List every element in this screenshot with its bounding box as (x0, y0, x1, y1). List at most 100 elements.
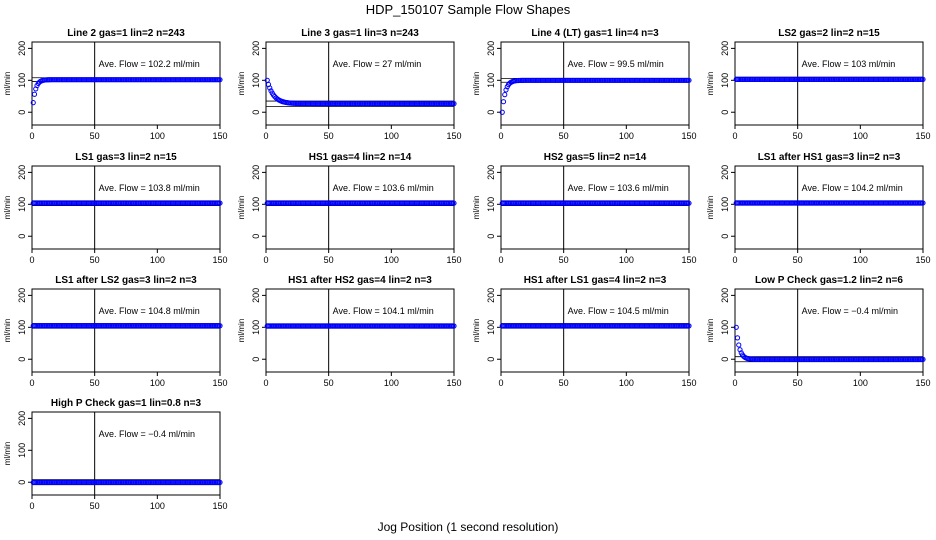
y-tick-label: 0 (720, 234, 730, 239)
x-tick-label: 100 (619, 378, 634, 388)
average-flow-annotation: Ave. Flow = 103 ml/min (802, 59, 896, 69)
panel-8: LS1 after HS1 gas=3 lin=2 n=3 0 50 100 150 0 1… (706, 152, 931, 265)
x-tick-label: 50 (559, 378, 569, 388)
y-tick-label: 100 (486, 320, 496, 335)
data-point (736, 342, 742, 348)
x-tick-label: 150 (212, 255, 227, 265)
plot-frame (265, 41, 455, 126)
panel-7: HS2 gas=5 lin=2 n=14 0 50 100 150 0 100 200 ml/m… (472, 152, 697, 265)
x-tick-label: 150 (681, 255, 696, 265)
y-axis-label: ml/min (472, 319, 481, 343)
panel-title: HS2 gas=5 lin=2 n=14 (544, 152, 647, 163)
x-tick-label: 0 (263, 255, 268, 265)
panel-6: HS1 gas=4 lin=2 n=14 0 50 100 150 0 100 200 ml/m… (237, 152, 462, 265)
x-tick-label: 100 (150, 378, 165, 388)
average-flow-annotation: Ave. Flow = 103.8 ml/min (99, 183, 200, 193)
x-tick-label: 50 (90, 255, 100, 265)
x-tick-label: 150 (681, 378, 696, 388)
data-point (217, 200, 223, 206)
plot-frame (500, 288, 690, 373)
data-point (503, 87, 509, 93)
panel-title: Line 2 gas=1 lin=2 n=243 (67, 28, 185, 39)
data-point (686, 323, 692, 329)
x-tick-label: 150 (446, 131, 461, 141)
average-flow-annotation: Ave. Flow = 27 ml/min (333, 59, 422, 69)
y-axis-label: ml/min (3, 196, 12, 220)
x-tick-label: 50 (793, 255, 803, 265)
x-tick-label: 50 (559, 131, 569, 141)
x-tick-label: 100 (853, 378, 868, 388)
y-tick-label: 100 (720, 73, 730, 88)
data-point (217, 77, 223, 83)
x-tick-label: 150 (681, 131, 696, 141)
x-tick-label: 50 (90, 131, 100, 141)
data-point (734, 335, 741, 341)
x-tick-label: 0 (29, 255, 34, 265)
y-axis-label: ml/min (3, 72, 12, 96)
plot-frame (265, 288, 455, 373)
data-point (737, 347, 743, 353)
x-tick-label: 0 (29, 131, 34, 141)
y-tick-label: 200 (486, 165, 496, 180)
data-point (686, 77, 692, 83)
x-tick-label: 100 (853, 131, 868, 141)
y-axis-label: ml/min (706, 319, 715, 343)
y-tick-label: 200 (251, 41, 261, 56)
data-point (502, 92, 508, 98)
x-tick-label: 0 (29, 378, 34, 388)
y-tick-label: 200 (251, 165, 261, 180)
y-tick-label: 0 (251, 234, 261, 239)
panel-5: LS1 gas=3 lin=2 n=15 0 50 100 150 0 100 200 ml/m… (3, 152, 228, 265)
data-point (451, 200, 457, 206)
plot-frame (31, 288, 221, 373)
x-tick-label: 50 (90, 501, 100, 511)
panel-title: Line 3 gas=1 lin=3 n=243 (301, 28, 419, 39)
y-tick-label: 100 (720, 197, 730, 212)
x-tick-label: 150 (212, 131, 227, 141)
y-axis-label: ml/min (237, 319, 246, 343)
x-tick-label: 100 (150, 255, 165, 265)
x-tick-label: 50 (559, 255, 569, 265)
y-tick-label: 100 (17, 443, 27, 458)
y-axis-label: ml/min (237, 72, 246, 96)
y-tick-label: 0 (17, 234, 27, 239)
y-tick-label: 200 (17, 41, 27, 56)
x-tick-label: 50 (324, 378, 334, 388)
y-tick-label: 100 (17, 197, 27, 212)
figure-title: HDP_150107 Sample Flow Shapes (366, 2, 571, 17)
x-tick-label: 100 (150, 501, 165, 511)
y-axis-label: ml/min (3, 319, 12, 343)
panel-title: LS1 after HS1 gas=3 lin=2 n=3 (758, 152, 901, 163)
y-axis-label: ml/min (472, 72, 481, 96)
y-tick-label: 0 (486, 110, 496, 115)
panel-9: LS1 after LS2 gas=3 lin=2 n=3 0 50 100 150 0 1… (3, 275, 228, 388)
x-tick-label: 50 (793, 378, 803, 388)
panel-title: High P Check gas=1 lin=0.8 n=3 (51, 398, 202, 409)
data-point (31, 91, 38, 97)
panel-title: LS1 gas=3 lin=2 n=15 (75, 152, 177, 163)
y-tick-label: 200 (720, 165, 730, 180)
data-point (451, 101, 457, 107)
x-tick-label: 150 (915, 255, 930, 265)
x-tick-label: 0 (498, 378, 503, 388)
y-tick-label: 200 (17, 165, 27, 180)
panel-title: LS1 after LS2 gas=3 lin=2 n=3 (55, 275, 197, 286)
plot-frame (500, 41, 690, 126)
average-flow-annotation: Ave. Flow = 99.5 ml/min (568, 59, 664, 69)
y-tick-label: 100 (17, 320, 27, 335)
plot-frame (734, 41, 924, 126)
x-tick-label: 50 (324, 131, 334, 141)
x-tick-label: 100 (853, 255, 868, 265)
plot-frame (31, 41, 221, 126)
panel-12: Low P Check gas=1.2 lin=2 n=6 0 50 100 150 0 1… (706, 275, 931, 388)
y-tick-label: 200 (251, 288, 261, 303)
x-tick-label: 50 (90, 378, 100, 388)
y-tick-label: 0 (486, 234, 496, 239)
y-tick-label: 100 (486, 197, 496, 212)
panels: Line 2 gas=1 lin=2 n=243 0 50 100 150 0 100 200… (3, 28, 931, 511)
x-tick-label: 0 (498, 131, 503, 141)
average-flow-annotation: Ave. Flow = 104.8 ml/min (99, 306, 200, 316)
x-tick-label: 0 (732, 255, 737, 265)
panel-10: HS1 after HS2 gas=4 lin=2 n=3 0 50 100 150 0 1… (237, 275, 462, 388)
x-tick-label: 100 (619, 131, 634, 141)
